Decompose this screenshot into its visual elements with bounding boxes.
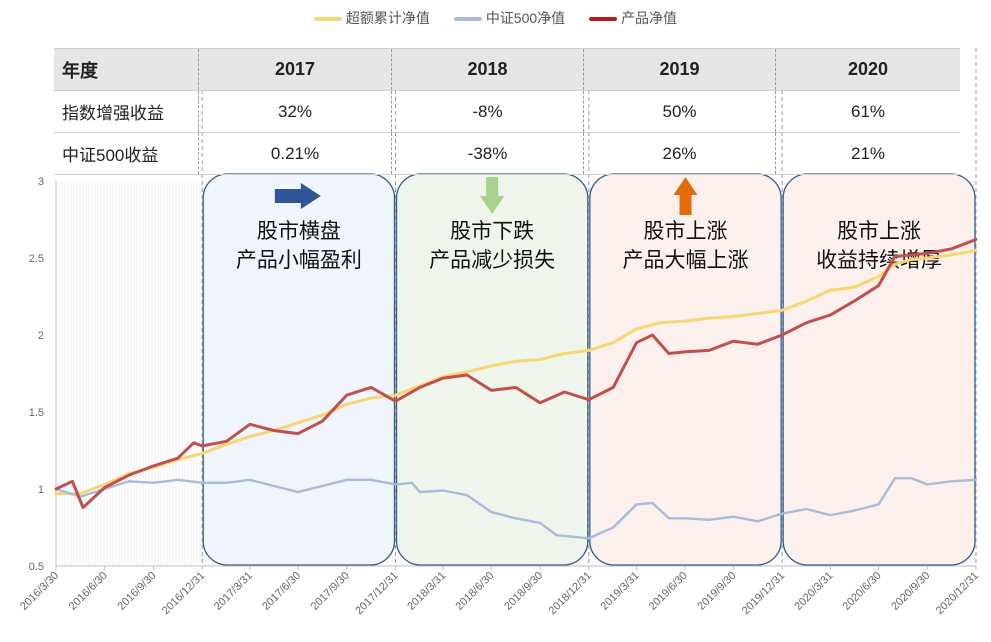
x-tick-label: 2017/12/31	[353, 570, 400, 617]
x-tick-label: 2019/3/31	[599, 570, 642, 613]
arrow-down-icon	[480, 177, 505, 214]
annual-returns-table: 年度 2017 2018 2019 2020 指数增强收益 32% -8% 50…	[54, 48, 960, 175]
table-header-row: 年度 2017 2018 2019 2020	[54, 48, 960, 91]
x-tick-label: 2018/6/30	[453, 570, 496, 613]
x-tick-label: 2017/9/30	[309, 570, 352, 613]
y-tick-label: 0.5	[29, 561, 44, 573]
panel-text-line: 产品大幅上涨	[622, 249, 748, 272]
table-header-year: 年度	[54, 48, 199, 91]
table-cell: 61%	[775, 90, 960, 133]
table-row: 指数增强收益 32% -8% 50% 61%	[54, 90, 960, 133]
x-tick-label: 2016/9/30	[115, 570, 158, 613]
arrow-up-icon	[673, 177, 698, 215]
table-cell: -38%	[391, 132, 584, 175]
legend-item-product: 产品净值	[589, 8, 677, 28]
legend-label-excess: 超额累计净值	[345, 10, 430, 26]
x-tick-label: 2016/6/30	[67, 570, 110, 613]
chart-legend: 超额累计净值 中证500净值 产品净值	[0, 8, 991, 28]
arrow-right-icon	[274, 183, 321, 209]
x-tick-label: 2016/12/31	[160, 570, 207, 617]
table-cell: 21%	[775, 132, 960, 175]
table-cell: 26%	[583, 132, 776, 175]
x-tick-label: 2020/9/30	[889, 570, 932, 613]
x-tick-label: 2020/6/30	[841, 570, 884, 613]
x-tick-label: 2017/6/30	[260, 570, 303, 613]
table-header-2017: 2017	[198, 48, 392, 91]
x-tick-label: 2019/12/31	[740, 570, 787, 617]
x-tick-label: 2017/3/31	[212, 570, 255, 613]
legend-item-csi500: 中证500净值	[453, 8, 566, 28]
legend-swatch-product	[589, 17, 618, 22]
panel-text-line: 股市下跌	[450, 220, 534, 243]
series-line-2	[54, 477, 978, 540]
panel-text-line: 产品小幅盈利	[236, 249, 362, 272]
series-line-1	[54, 248, 978, 496]
x-tick-label: 2018/3/31	[405, 570, 448, 613]
table-row-label: 指数增强收益	[54, 90, 199, 133]
table-cell: 32%	[198, 90, 392, 133]
y-tick-label: 2.5	[29, 253, 44, 265]
table-header-2019: 2019	[583, 48, 776, 91]
panel-text-line: 股市上涨	[837, 220, 921, 243]
table-cell: 50%	[583, 90, 776, 133]
x-tick-label: 2016/3/30	[18, 570, 61, 613]
panel-text-line: 股市横盘	[257, 220, 341, 243]
panel-text-line: 股市上涨	[643, 220, 727, 243]
table-row: 中证500收益 0.21% -38% 26% 21%	[54, 132, 960, 175]
legend-swatch-excess	[313, 17, 342, 22]
table-header-2018: 2018	[391, 48, 584, 91]
panel-text-line: 产品减少损失	[429, 249, 555, 272]
y-tick-label: 2	[38, 330, 44, 342]
legend-item-excess: 超额累计净值	[313, 8, 430, 28]
y-tick-label: 1.5	[29, 407, 44, 419]
legend-swatch-csi500	[453, 17, 482, 22]
table-header-2020: 2020	[775, 48, 960, 91]
x-tick-label: 2020/3/31	[792, 570, 835, 613]
x-tick-label: 2020/12/31	[934, 570, 981, 617]
table-cell: -8%	[391, 90, 584, 133]
series-line-3	[54, 238, 978, 509]
table-row-label: 中证500收益	[54, 132, 199, 175]
x-tick-label: 2018/12/31	[547, 570, 594, 617]
legend-label-csi500: 中证500净值	[485, 10, 566, 26]
y-tick-label: 3	[38, 176, 44, 188]
x-tick-label: 2019/6/30	[647, 570, 690, 613]
x-tick-label: 2018/9/30	[502, 570, 545, 613]
table-cell: 0.21%	[198, 132, 392, 175]
y-tick-label: 1	[38, 484, 44, 496]
x-tick-label: 2019/9/30	[695, 570, 738, 613]
legend-label-product: 产品净值	[621, 10, 678, 26]
